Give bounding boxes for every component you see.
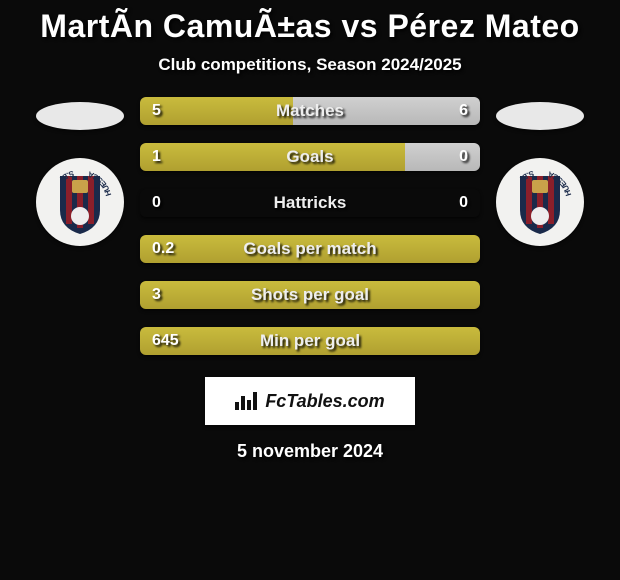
huesca-crest-icon: S.D. HUESCA <box>36 158 124 246</box>
stat-value-left: 645 <box>152 332 179 350</box>
stat-value-right: 0 <box>459 194 468 212</box>
stat-bar-left-segment <box>140 97 293 125</box>
stat-value-left: 0.2 <box>152 240 174 258</box>
stat-value-left: 0 <box>152 194 161 212</box>
generated-date: 5 november 2024 <box>0 441 620 462</box>
team-crest-right: S.D. HUESCA <box>496 158 584 246</box>
comparison-body: S.D. HUESCA Matches56Goals10Hattricks00G… <box>0 97 620 355</box>
page-subtitle: Club competitions, Season 2024/2025 <box>0 55 620 75</box>
stat-bar: Min per goal 645 <box>140 327 480 355</box>
stat-bar: Goals 1 0 <box>140 143 480 171</box>
player-photo-right <box>496 102 584 130</box>
infographic-root: MartÃ­n CamuÃ±as vs Pérez Mateo Club com… <box>0 0 620 462</box>
team-crest-left: S.D. HUESCA <box>36 158 124 246</box>
huesca-crest-icon: S.D. HUESCA <box>496 158 584 246</box>
stat-value-left: 3 <box>152 286 161 304</box>
stat-bar: Hattricks 0 0 <box>140 189 480 217</box>
brand-badge: FcTables.com <box>205 377 415 425</box>
stat-label: Goals per match <box>243 239 376 259</box>
stat-value-right: 6 <box>459 102 468 120</box>
page-title: MartÃ­n CamuÃ±as vs Pérez Mateo <box>0 8 620 45</box>
stat-bar: Shots per goal 3 <box>140 281 480 309</box>
stat-value-right: 0 <box>459 148 468 166</box>
stat-bar-right-segment <box>405 143 480 171</box>
stat-bar: Matches 5 6 <box>140 97 480 125</box>
stat-value-left: 1 <box>152 148 161 166</box>
player-left-column: S.D. HUESCA <box>30 97 130 246</box>
stat-bar-left-segment <box>140 143 405 171</box>
stat-label: Goals <box>286 147 333 167</box>
stat-value-left: 5 <box>152 102 161 120</box>
player-photo-left <box>36 102 124 130</box>
stat-bar: Goals per match 0.2 <box>140 235 480 263</box>
stat-label: Matches <box>276 101 344 121</box>
stat-label: Shots per goal <box>251 285 369 305</box>
stat-label: Min per goal <box>260 331 360 351</box>
bars-icon <box>235 392 257 410</box>
stat-label: Hattricks <box>274 193 347 213</box>
stat-bars: Matches 5 6 Goals 1 0 Hattricks 0 0 Goals per mat… <box>140 97 480 355</box>
brand-text: FcTables.com <box>265 391 384 412</box>
player-right-column: S.D. HUESCA <box>490 97 590 246</box>
